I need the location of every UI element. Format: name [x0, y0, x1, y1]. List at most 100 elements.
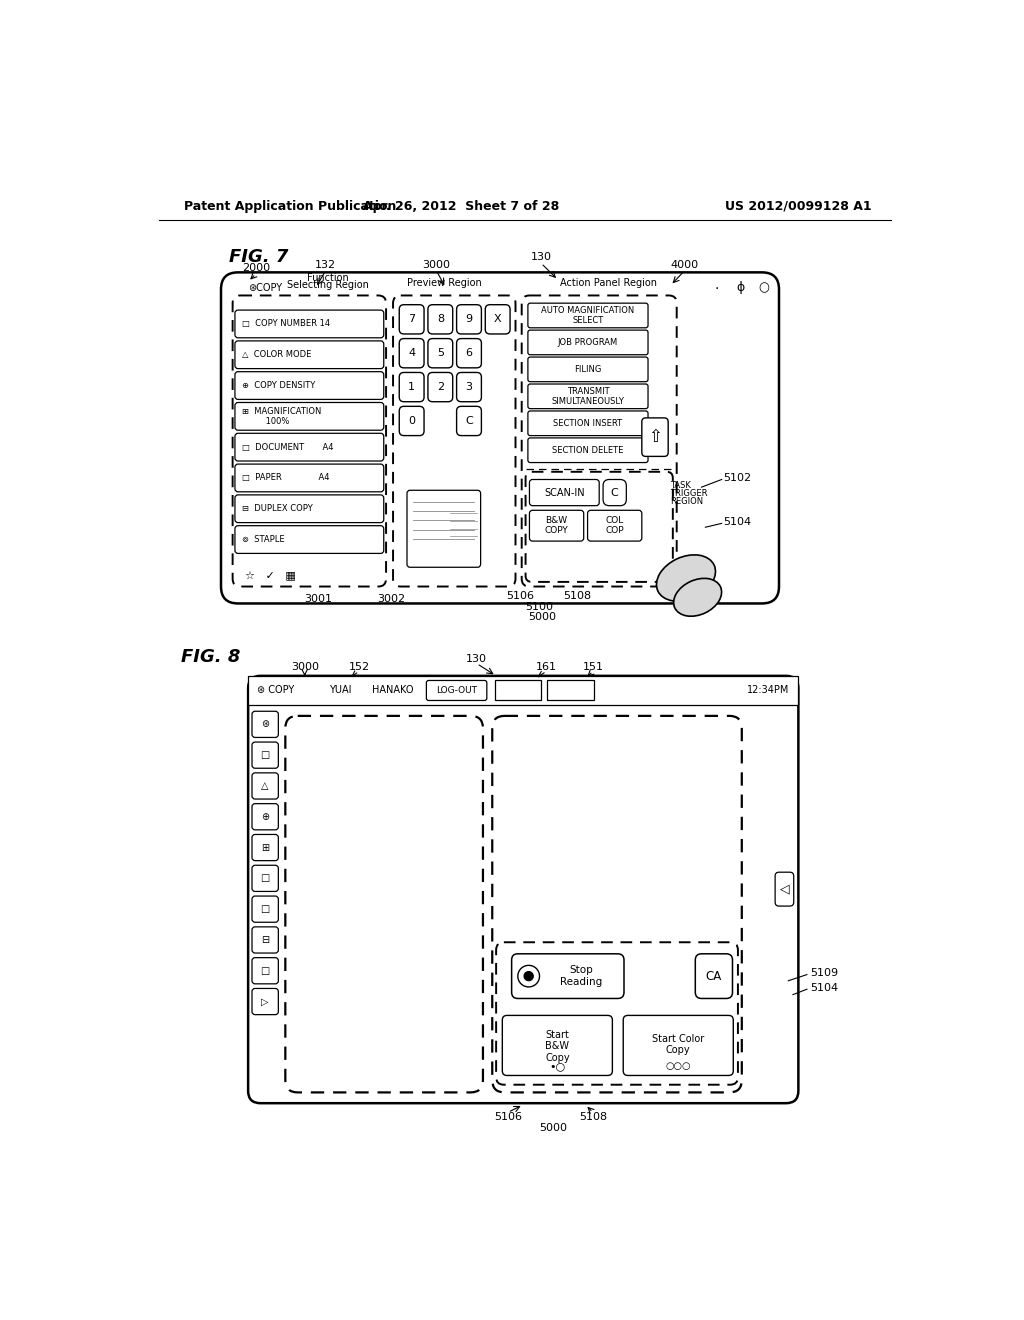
Text: Apr. 26, 2012  Sheet 7 of 28: Apr. 26, 2012 Sheet 7 of 28: [364, 199, 559, 213]
FancyBboxPatch shape: [252, 958, 279, 983]
Text: Action Panel Region: Action Panel Region: [560, 279, 657, 288]
Text: 3000: 3000: [291, 661, 318, 672]
Text: 152: 152: [348, 661, 370, 672]
Text: JOB PROGRAM: JOB PROGRAM: [558, 338, 618, 347]
Text: 6: 6: [466, 348, 472, 358]
Text: CA: CA: [706, 970, 722, 982]
FancyBboxPatch shape: [528, 411, 648, 436]
Text: 151: 151: [583, 661, 603, 672]
Text: 161: 161: [536, 661, 557, 672]
Text: ⊞  MAGNIFICATION
         100%: ⊞ MAGNIFICATION 100%: [242, 407, 322, 426]
Text: 5100: 5100: [524, 602, 553, 611]
Text: •○: •○: [549, 1061, 565, 1072]
FancyBboxPatch shape: [252, 896, 279, 923]
FancyBboxPatch shape: [399, 305, 424, 334]
FancyBboxPatch shape: [407, 490, 480, 568]
Text: 12:34PM: 12:34PM: [746, 685, 790, 696]
FancyBboxPatch shape: [234, 525, 384, 553]
FancyBboxPatch shape: [252, 742, 279, 768]
FancyBboxPatch shape: [252, 804, 279, 830]
FancyBboxPatch shape: [775, 873, 794, 906]
Text: Preview Region: Preview Region: [407, 279, 481, 288]
Text: ⊞: ⊞: [261, 842, 269, 853]
FancyBboxPatch shape: [493, 715, 741, 1093]
Text: 5000: 5000: [539, 1123, 566, 1133]
Text: C: C: [465, 416, 473, 426]
Text: 4: 4: [409, 348, 415, 358]
Text: ⊕: ⊕: [261, 812, 269, 822]
FancyBboxPatch shape: [496, 942, 738, 1085]
Text: ◁: ◁: [779, 883, 790, 896]
Text: TASK: TASK: [671, 482, 691, 490]
Text: 4000: 4000: [671, 260, 698, 269]
FancyBboxPatch shape: [457, 372, 481, 401]
FancyBboxPatch shape: [426, 681, 486, 701]
Text: ▷: ▷: [261, 997, 269, 1007]
FancyBboxPatch shape: [234, 341, 384, 368]
Text: 5104: 5104: [810, 982, 838, 993]
Text: SECTION INSERT: SECTION INSERT: [553, 418, 623, 428]
Text: ○○○: ○○○: [666, 1061, 691, 1072]
Text: ⊛COPY: ⊛COPY: [248, 282, 283, 293]
FancyBboxPatch shape: [234, 372, 384, 400]
Text: 2000: 2000: [242, 263, 270, 273]
Text: 5102: 5102: [723, 473, 752, 483]
Ellipse shape: [656, 554, 716, 601]
FancyBboxPatch shape: [252, 866, 279, 891]
Text: △: △: [261, 781, 269, 791]
Text: △  COLOR MODE: △ COLOR MODE: [242, 350, 311, 359]
Text: 130: 130: [466, 653, 487, 664]
Text: 5104: 5104: [723, 517, 752, 527]
Text: 5108: 5108: [579, 1111, 607, 1122]
Text: 3002: 3002: [378, 594, 406, 603]
Text: ☆   ✓   ▦: ☆ ✓ ▦: [245, 570, 296, 581]
Text: 5106: 5106: [494, 1111, 522, 1122]
Text: 3: 3: [466, 381, 472, 392]
FancyBboxPatch shape: [221, 272, 779, 603]
Text: □  DOCUMENT       A4: □ DOCUMENT A4: [242, 442, 334, 451]
FancyBboxPatch shape: [248, 676, 799, 1104]
FancyBboxPatch shape: [252, 711, 279, 738]
Text: ○: ○: [758, 281, 769, 294]
Text: Stop
Reading: Stop Reading: [560, 965, 602, 987]
Text: 132: 132: [315, 260, 336, 269]
FancyBboxPatch shape: [399, 339, 424, 368]
FancyBboxPatch shape: [234, 465, 384, 492]
FancyBboxPatch shape: [252, 927, 279, 953]
Text: FILING: FILING: [574, 364, 602, 374]
Text: ⊛: ⊛: [261, 719, 269, 730]
FancyBboxPatch shape: [529, 511, 584, 541]
FancyBboxPatch shape: [512, 954, 624, 998]
FancyBboxPatch shape: [428, 372, 453, 401]
Text: 5109: 5109: [810, 968, 838, 978]
Text: FIG. 7: FIG. 7: [228, 248, 288, 265]
FancyBboxPatch shape: [603, 479, 627, 506]
Text: ⊕  COPY DENSITY: ⊕ COPY DENSITY: [242, 381, 315, 389]
FancyBboxPatch shape: [528, 358, 648, 381]
FancyBboxPatch shape: [428, 305, 453, 334]
FancyBboxPatch shape: [457, 305, 481, 334]
Text: B&W
COPY: B&W COPY: [545, 516, 568, 536]
FancyBboxPatch shape: [588, 511, 642, 541]
Text: 8: 8: [437, 314, 443, 325]
Text: □  COPY NUMBER 14: □ COPY NUMBER 14: [242, 319, 330, 329]
FancyBboxPatch shape: [234, 433, 384, 461]
FancyBboxPatch shape: [529, 479, 599, 506]
Text: 130: 130: [530, 252, 552, 261]
Text: □: □: [260, 966, 269, 975]
Text: 0: 0: [409, 416, 415, 426]
Text: ⊟  DUPLEX COPY: ⊟ DUPLEX COPY: [242, 504, 312, 513]
FancyBboxPatch shape: [485, 305, 510, 334]
Text: SECTION DELETE: SECTION DELETE: [552, 446, 624, 454]
FancyBboxPatch shape: [399, 407, 424, 436]
Bar: [495, 681, 541, 701]
FancyBboxPatch shape: [528, 384, 648, 409]
FancyBboxPatch shape: [252, 774, 279, 799]
Text: TRANSMIT
SIMULTANEOUSLY: TRANSMIT SIMULTANEOUSLY: [552, 387, 625, 407]
Text: 5106: 5106: [506, 591, 535, 601]
FancyBboxPatch shape: [521, 296, 677, 586]
Text: □: □: [260, 904, 269, 915]
FancyBboxPatch shape: [234, 310, 384, 338]
Text: □: □: [260, 874, 269, 883]
Text: TRIGGER: TRIGGER: [671, 488, 708, 498]
